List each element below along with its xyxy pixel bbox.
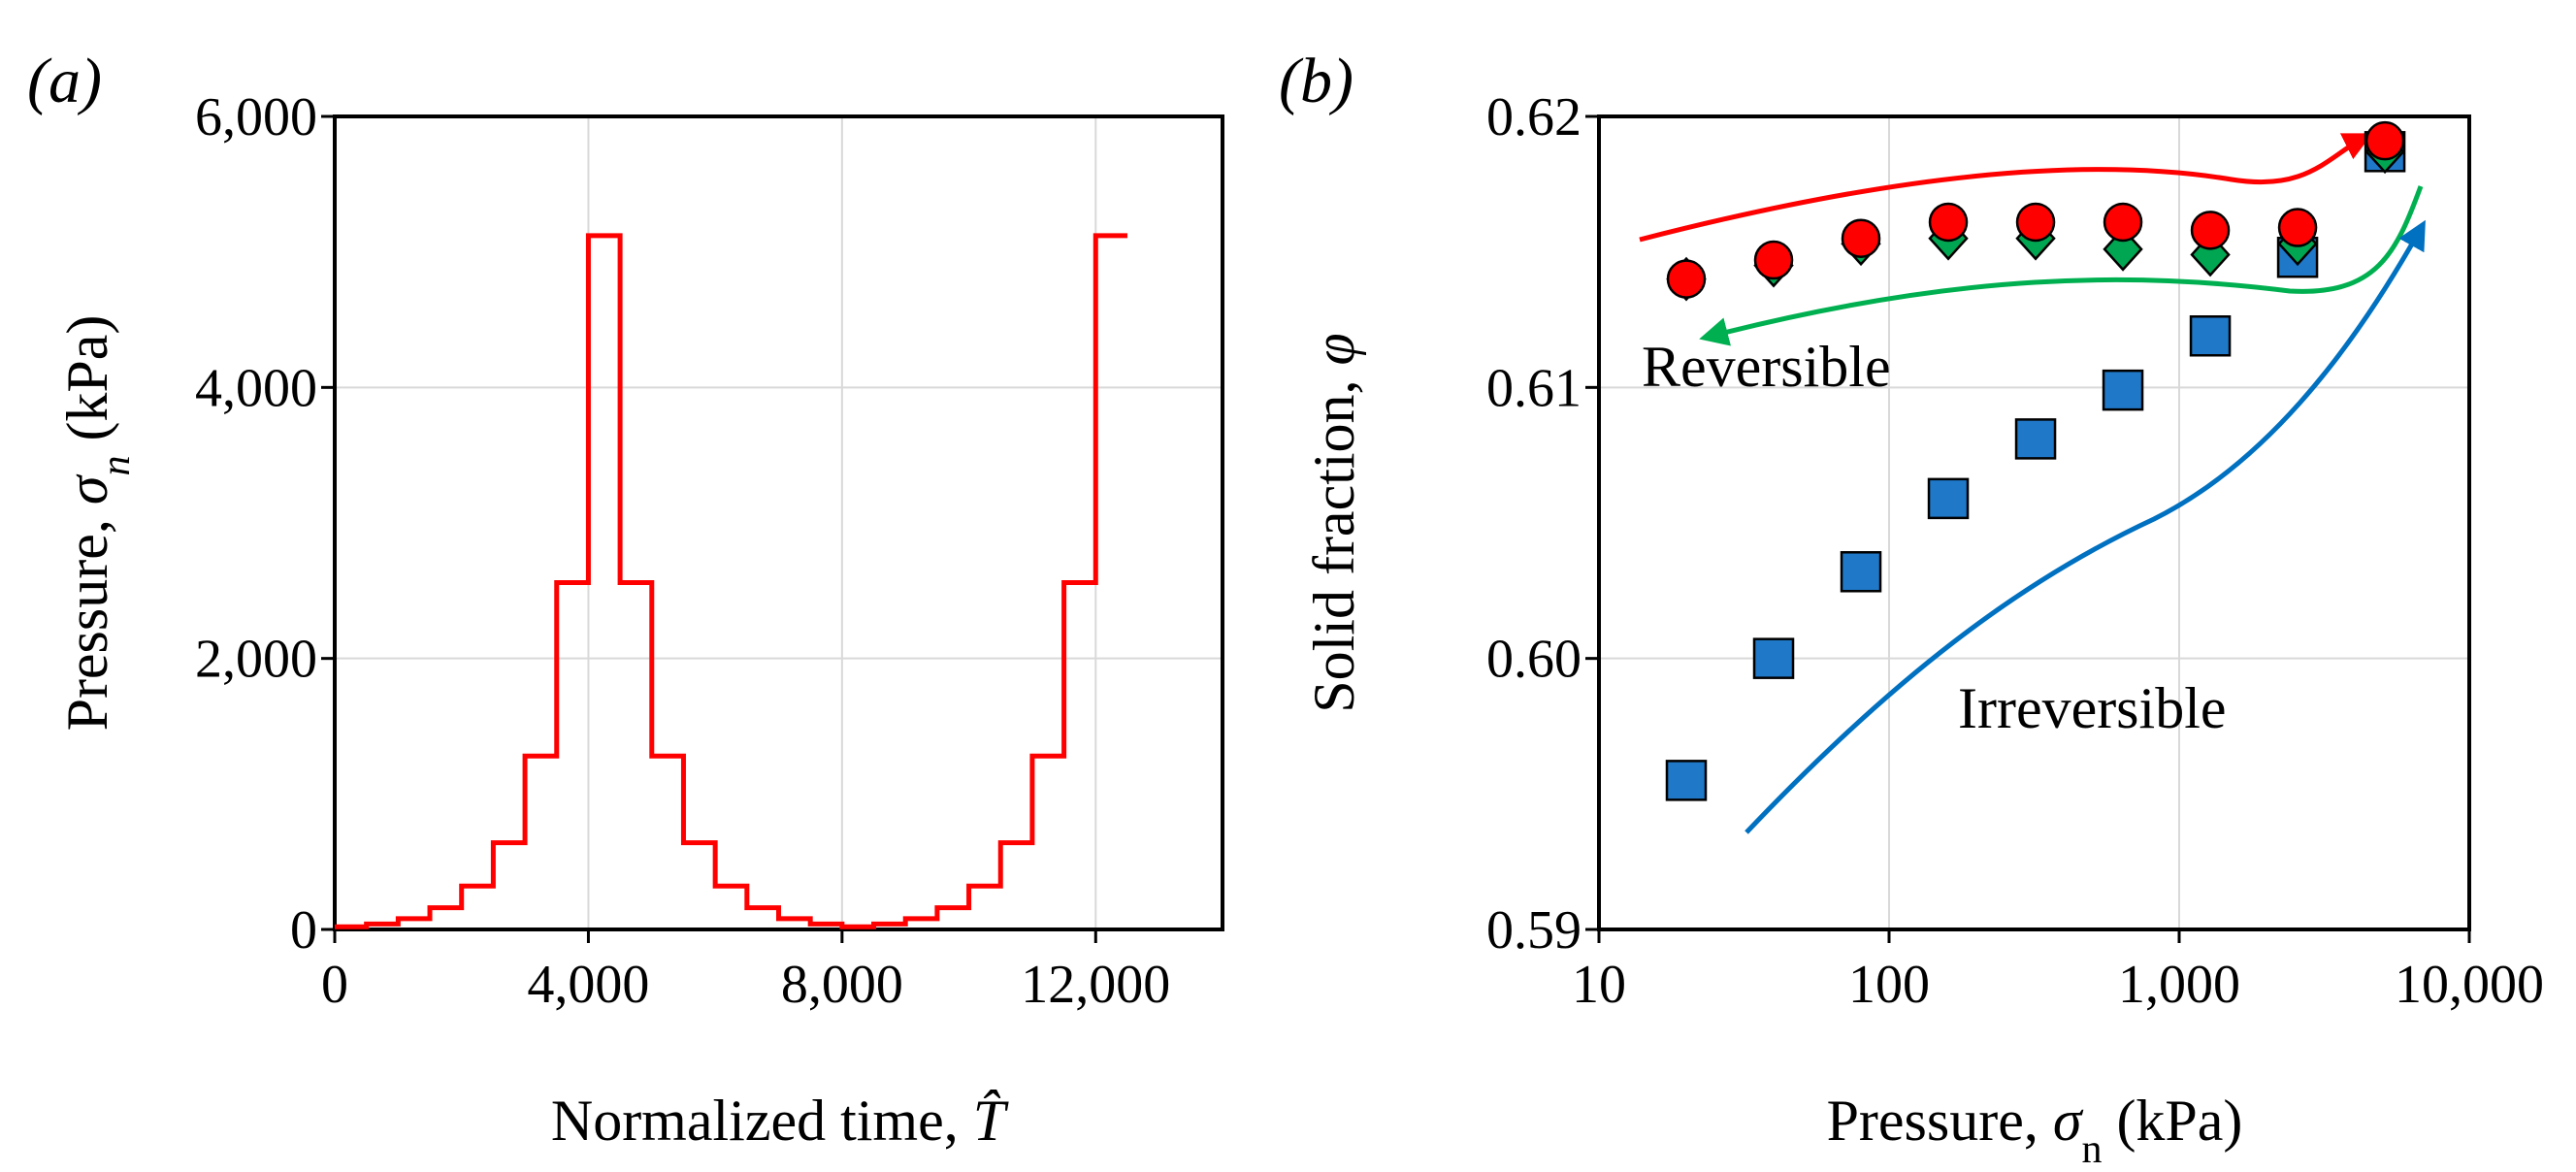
circle-marker: [2190, 211, 2231, 250]
panel-b-x-tick-label: 10,000: [2395, 955, 2544, 1015]
panel-b-grid: [1599, 116, 2469, 929]
panel-a-frame: [333, 114, 1224, 931]
panel-a-y-tick-label: 0: [290, 900, 317, 960]
circle-marker: [2015, 202, 2056, 243]
panel-b-y-tick-label: 0.62: [1486, 87, 1581, 147]
panel-a-label: (a): [27, 46, 102, 116]
panel-a-grid: [335, 116, 1223, 929]
square-marker: [2102, 369, 2144, 411]
panel-b: (b) 10 100 1,000 10,000 0.59 0.60 0.61 0.62 Rev…: [1279, 46, 2544, 1172]
panel-b-y-tick-label: 0.61: [1486, 358, 1581, 418]
panel-a-y-axis-label: Pressure, σn (kPa): [55, 315, 139, 732]
irreversible-annotation: Irreversible: [1958, 676, 2227, 740]
panel-b-y-tick-label: 0.59: [1486, 900, 1581, 960]
circle-marker: [2277, 208, 2318, 247]
pressure-step-line: [335, 233, 1127, 929]
square-marker: [1927, 477, 1970, 520]
square-marker: [2014, 418, 2057, 460]
square-marker: [1840, 551, 1882, 593]
reversible-annotation: Reversible: [1642, 335, 1891, 399]
reversible-unloading-arrow: [1699, 185, 2424, 346]
panel-b-label: (b): [1279, 46, 1353, 116]
panel-a-x-tick-label: 0: [321, 955, 348, 1015]
panel-b-ticks: 10 100 1,000 10,000 0.59 0.60 0.61 0.62: [1486, 87, 2544, 1015]
panel-b-x-axis-label: Pressure, σn (kPa): [1827, 1089, 2243, 1172]
panel-a-ticks: 0 4,000 8,000 12,000 0 2,000 4,000 6,000: [195, 87, 1170, 1015]
circle-marker: [2364, 120, 2405, 161]
irreversible-arrow: [1745, 219, 2426, 834]
panel-b-x-tick-label: 10: [1572, 955, 1626, 1015]
circle-marker: [1928, 202, 1969, 243]
panel-a-x-tick-label: 8,000: [781, 955, 903, 1015]
panel-a-y-tick-label: 2,000: [195, 630, 317, 690]
circle-marker: [2103, 202, 2143, 243]
circle-marker: [1753, 240, 1794, 280]
square-marker: [1752, 637, 1795, 679]
panel-a-x-axis-label: Normalized time, T̂: [551, 1089, 1009, 1153]
circle-marker: [1841, 218, 1881, 258]
panel-b-y-axis-label: Solid fraction, φ: [1302, 333, 1366, 712]
panel-a-y-tick-label: 6,000: [195, 87, 317, 147]
panel-a: (a) 0 4,000 8,000 12,000 0 2,000 4,000 6,000 No…: [27, 46, 1224, 1153]
panel-a-x-tick-label: 4,000: [527, 955, 649, 1015]
circle-marker: [1666, 259, 1707, 299]
square-marker: [2189, 315, 2232, 357]
panel-b-frame: [1597, 114, 2471, 931]
square-marker: [1665, 760, 1708, 801]
panel-b-y-tick-label: 0.60: [1486, 630, 1581, 690]
reversible-loading-arrow: [1639, 133, 2373, 243]
panel-b-markers: [1665, 120, 2406, 801]
panel-b-x-tick-label: 100: [1848, 955, 1930, 1015]
panel-a-x-tick-label: 12,000: [1021, 955, 1170, 1015]
panel-a-y-tick-label: 4,000: [195, 358, 317, 418]
panel-b-x-tick-label: 1,000: [2118, 955, 2240, 1015]
